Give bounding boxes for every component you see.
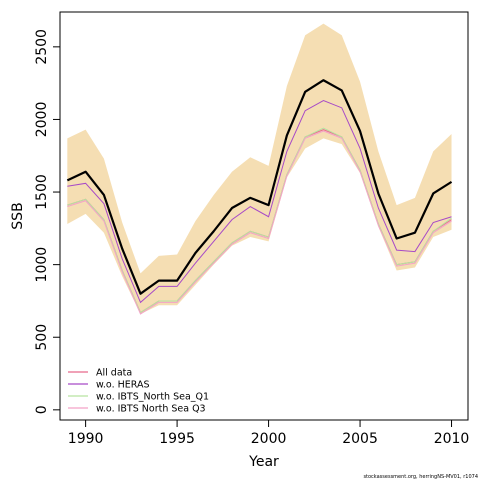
y-axis: 0 500 1000 1500 2000 2500 <box>34 29 61 414</box>
y-tick-label: 2000 <box>34 102 50 138</box>
series-line-4 <box>67 130 452 315</box>
y-tick-label: 0 <box>34 405 50 414</box>
x-tick-label: 2010 <box>434 431 470 447</box>
x-tick-label: 1990 <box>68 431 104 447</box>
y-tick-label: 500 <box>34 324 50 351</box>
x-tick-label: 2000 <box>251 431 287 447</box>
legend-label: w.o. IBTS North Sea Q3 <box>96 404 206 415</box>
x-tick-label: 2005 <box>342 431 378 447</box>
legend-label: All data <box>96 368 132 379</box>
legend-label: w.o. HERAS <box>96 380 150 391</box>
y-tick-label: 2500 <box>34 29 50 65</box>
confidence-band <box>67 23 452 315</box>
legend-entry: All data <box>68 368 132 379</box>
legend-entry: w.o. IBTS_North Sea_Q1 <box>68 392 209 403</box>
legend-entry: w.o. HERAS <box>68 380 150 391</box>
x-tick-label: 1995 <box>159 431 195 447</box>
series-line-2 <box>67 100 452 304</box>
x-axis-label: Year <box>248 454 279 470</box>
series-layer <box>67 100 452 315</box>
legend-label: w.o. IBTS_North Sea_Q1 <box>96 392 209 403</box>
x-axis: 1990 1995 2000 2005 2010 <box>68 419 470 447</box>
y-axis-label: SSB <box>10 202 26 229</box>
confidence-band-layer <box>67 23 452 315</box>
y-tick-label: 1500 <box>34 174 50 210</box>
y-tick-label: 1000 <box>34 247 50 283</box>
main-line-layer <box>66 79 453 295</box>
main-estimate-line <box>66 79 453 295</box>
legend-entry: w.o. IBTS North Sea Q3 <box>68 404 206 415</box>
source-footnote: stockassessment.org, herringNS-MV01, r10… <box>363 474 478 480</box>
series-line-3 <box>67 127 452 314</box>
